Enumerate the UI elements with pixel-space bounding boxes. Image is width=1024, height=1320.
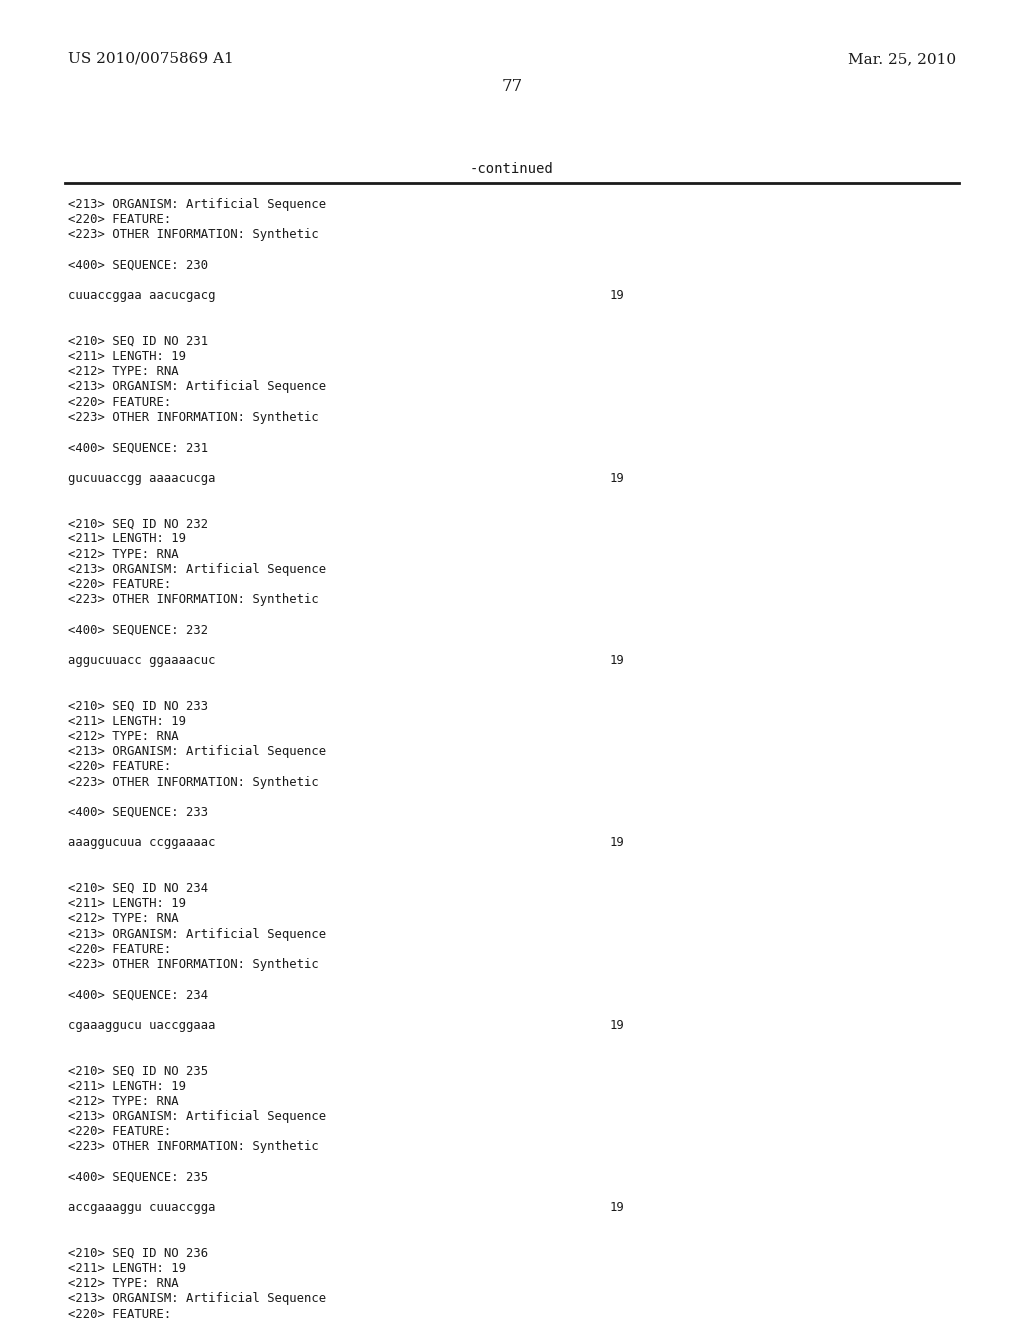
Text: <223> OTHER INFORMATION: Synthetic: <223> OTHER INFORMATION: Synthetic	[68, 593, 318, 606]
Text: Mar. 25, 2010: Mar. 25, 2010	[848, 51, 956, 66]
Text: <220> FEATURE:: <220> FEATURE:	[68, 214, 171, 226]
Text: <220> FEATURE:: <220> FEATURE:	[68, 1125, 171, 1138]
Text: <210> SEQ ID NO 236: <210> SEQ ID NO 236	[68, 1247, 208, 1259]
Text: 77: 77	[502, 78, 522, 95]
Text: <220> FEATURE:: <220> FEATURE:	[68, 942, 171, 956]
Text: <210> SEQ ID NO 232: <210> SEQ ID NO 232	[68, 517, 208, 531]
Text: <400> SEQUENCE: 232: <400> SEQUENCE: 232	[68, 623, 208, 636]
Text: <212> TYPE: RNA: <212> TYPE: RNA	[68, 366, 178, 379]
Text: cgaaaggucu uaccggaaa: cgaaaggucu uaccggaaa	[68, 1019, 215, 1032]
Text: <211> LENGTH: 19: <211> LENGTH: 19	[68, 350, 186, 363]
Text: <400> SEQUENCE: 233: <400> SEQUENCE: 233	[68, 807, 208, 818]
Text: US 2010/0075869 A1: US 2010/0075869 A1	[68, 51, 233, 66]
Text: <213> ORGANISM: Artificial Sequence: <213> ORGANISM: Artificial Sequence	[68, 928, 326, 941]
Text: <213> ORGANISM: Artificial Sequence: <213> ORGANISM: Artificial Sequence	[68, 198, 326, 211]
Text: <223> OTHER INFORMATION: Synthetic: <223> OTHER INFORMATION: Synthetic	[68, 776, 318, 788]
Text: <400> SEQUENCE: 231: <400> SEQUENCE: 231	[68, 441, 208, 454]
Text: <223> OTHER INFORMATION: Synthetic: <223> OTHER INFORMATION: Synthetic	[68, 1140, 318, 1154]
Text: 19: 19	[610, 289, 625, 302]
Text: <213> ORGANISM: Artificial Sequence: <213> ORGANISM: Artificial Sequence	[68, 746, 326, 758]
Text: aaaggucuua ccggaaaac: aaaggucuua ccggaaaac	[68, 837, 215, 849]
Text: <213> ORGANISM: Artificial Sequence: <213> ORGANISM: Artificial Sequence	[68, 562, 326, 576]
Text: <210> SEQ ID NO 233: <210> SEQ ID NO 233	[68, 700, 208, 713]
Text: <210> SEQ ID NO 231: <210> SEQ ID NO 231	[68, 335, 208, 347]
Text: <400> SEQUENCE: 234: <400> SEQUENCE: 234	[68, 989, 208, 1002]
Text: <211> LENGTH: 19: <211> LENGTH: 19	[68, 532, 186, 545]
Text: <223> OTHER INFORMATION: Synthetic: <223> OTHER INFORMATION: Synthetic	[68, 958, 318, 972]
Text: <211> LENGTH: 19: <211> LENGTH: 19	[68, 715, 186, 727]
Text: <212> TYPE: RNA: <212> TYPE: RNA	[68, 730, 178, 743]
Text: accgaaaggu cuuaccgga: accgaaaggu cuuaccgga	[68, 1201, 215, 1214]
Text: <400> SEQUENCE: 235: <400> SEQUENCE: 235	[68, 1171, 208, 1184]
Text: <210> SEQ ID NO 235: <210> SEQ ID NO 235	[68, 1064, 208, 1077]
Text: aggucuuacc ggaaaacuc: aggucuuacc ggaaaacuc	[68, 653, 215, 667]
Text: 19: 19	[610, 471, 625, 484]
Text: gucuuaccgg aaaacucga: gucuuaccgg aaaacucga	[68, 471, 215, 484]
Text: <400> SEQUENCE: 230: <400> SEQUENCE: 230	[68, 259, 208, 272]
Text: <211> LENGTH: 19: <211> LENGTH: 19	[68, 1080, 186, 1093]
Text: <220> FEATURE:: <220> FEATURE:	[68, 578, 171, 591]
Text: 19: 19	[610, 837, 625, 849]
Text: <220> FEATURE:: <220> FEATURE:	[68, 760, 171, 774]
Text: <212> TYPE: RNA: <212> TYPE: RNA	[68, 548, 178, 561]
Text: 19: 19	[610, 653, 625, 667]
Text: 19: 19	[610, 1201, 625, 1214]
Text: cuuaccggaa aacucgacg: cuuaccggaa aacucgacg	[68, 289, 215, 302]
Text: <213> ORGANISM: Artificial Sequence: <213> ORGANISM: Artificial Sequence	[68, 1110, 326, 1123]
Text: <212> TYPE: RNA: <212> TYPE: RNA	[68, 1094, 178, 1107]
Text: <212> TYPE: RNA: <212> TYPE: RNA	[68, 912, 178, 925]
Text: -continued: -continued	[470, 162, 554, 176]
Text: <210> SEQ ID NO 234: <210> SEQ ID NO 234	[68, 882, 208, 895]
Text: 19: 19	[610, 1019, 625, 1032]
Text: <213> ORGANISM: Artificial Sequence: <213> ORGANISM: Artificial Sequence	[68, 1292, 326, 1305]
Text: <220> FEATURE:: <220> FEATURE:	[68, 396, 171, 409]
Text: <223> OTHER INFORMATION: Synthetic: <223> OTHER INFORMATION: Synthetic	[68, 228, 318, 242]
Text: <211> LENGTH: 19: <211> LENGTH: 19	[68, 1262, 186, 1275]
Text: <220> FEATURE:: <220> FEATURE:	[68, 1308, 171, 1320]
Text: <212> TYPE: RNA: <212> TYPE: RNA	[68, 1278, 178, 1290]
Text: <213> ORGANISM: Artificial Sequence: <213> ORGANISM: Artificial Sequence	[68, 380, 326, 393]
Text: <223> OTHER INFORMATION: Synthetic: <223> OTHER INFORMATION: Synthetic	[68, 411, 318, 424]
Text: <211> LENGTH: 19: <211> LENGTH: 19	[68, 898, 186, 911]
